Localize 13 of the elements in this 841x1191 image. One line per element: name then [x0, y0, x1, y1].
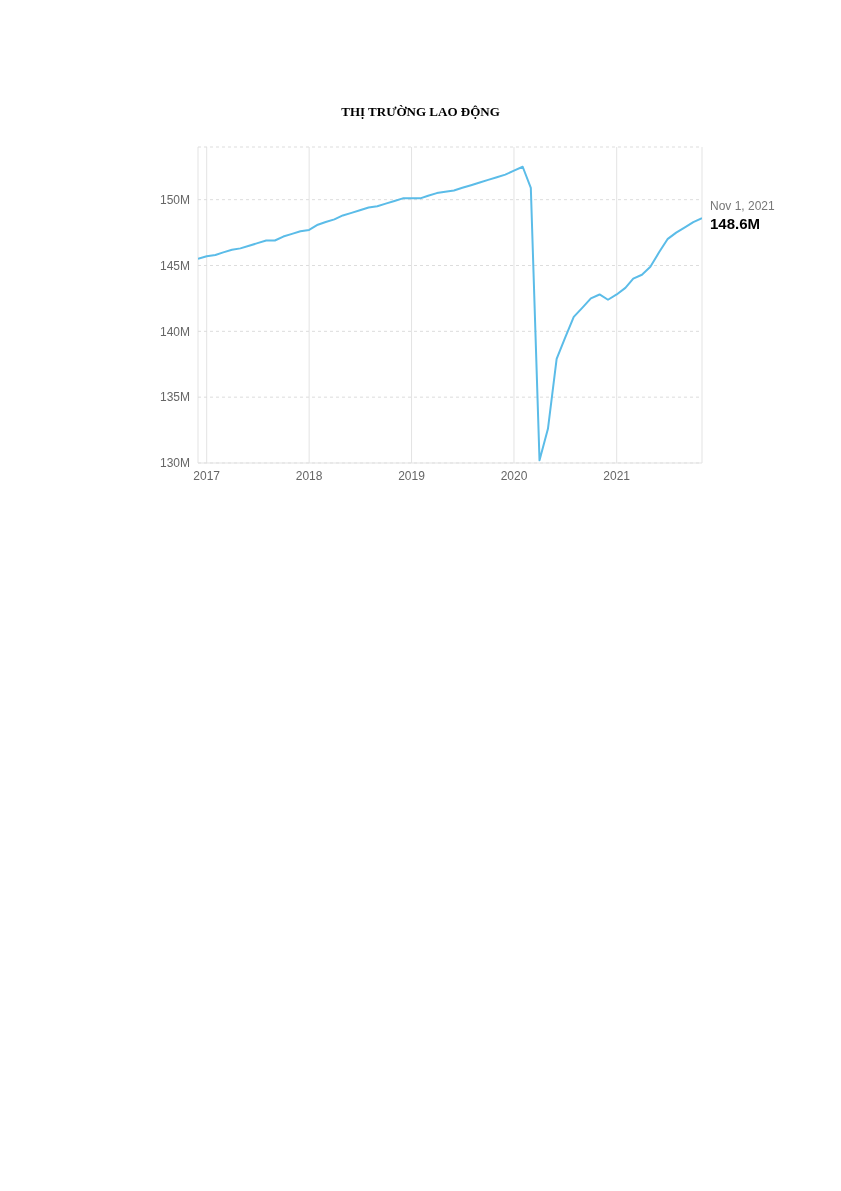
annotation: 148.6M: [710, 215, 761, 233]
x-tick-label: 2020: [500, 468, 528, 483]
y-tick-label: 145M: [159, 258, 190, 273]
chart-title: THỊ TRƯỜNG LAO ĐỘNG: [340, 104, 501, 120]
x-tick-label: 2021: [603, 468, 631, 483]
y-tick-label: 130M: [159, 456, 190, 471]
x-tick-label: 2019: [398, 468, 426, 483]
y-tick-label: 150M: [159, 192, 190, 207]
x-tick-label: 2017: [193, 468, 221, 483]
x-tick-label: 2018: [295, 468, 323, 483]
annotation: Nov 1, 2021: [710, 199, 776, 214]
y-tick-label: 135M: [159, 390, 190, 405]
y-tick-label: 140M: [159, 324, 190, 339]
